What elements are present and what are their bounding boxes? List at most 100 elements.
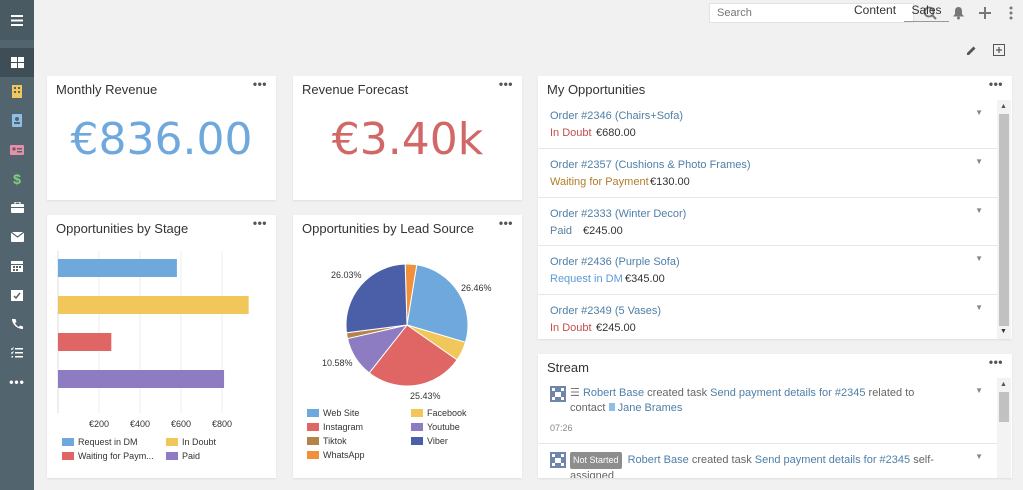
scrollbar-thumb[interactable] [999,114,1009,326]
bar-paid [58,370,225,388]
opportunities-icon[interactable]: $ [13,170,21,187]
opportunity-status: In Doubt [550,322,592,334]
panel-menu-icon[interactable]: ••• [252,216,267,230]
bar-waiting-for-payment [58,333,112,351]
more-icon[interactable]: ••• [9,374,25,389]
bar-request-in-dm [58,259,177,277]
pie-slice-web-site [406,264,469,343]
search-icon[interactable] [921,4,939,22]
panel-title: Opportunities by Stage [56,221,189,236]
list-item[interactable]: Order #2333 (Winter Decor) Paid €245.00 … [538,197,997,245]
chevron-down-icon[interactable]: ▼ [975,452,983,461]
opportunities-by-stage-panel: Opportunities by Stage ••• €200 €400 €600 €… [47,215,276,478]
scrollbar-thumb[interactable] [999,392,1009,422]
panel-menu-icon[interactable]: ••• [498,216,513,230]
panel-menu-icon[interactable]: ••• [252,77,267,91]
stream-item: Not Started Robert Base created task Sen… [538,443,997,478]
opportunity-amount: €130.00 [650,176,690,188]
data-label: 26.03% [331,270,362,280]
task-link[interactable]: Send payment details for #2345 [754,454,911,466]
legend-item: Request in DM [62,437,138,447]
chevron-down-icon[interactable]: ▼ [975,157,983,166]
tasks-icon[interactable] [0,280,34,309]
opportunity-status: Paid [550,225,573,237]
legend-item: Youtube [411,422,460,432]
scrollbar[interactable]: ▲ ▼ [997,100,1011,339]
list-item[interactable]: Order #2436 (Purple Sofa) Request in DM … [538,245,997,294]
tab-content[interactable]: Content [854,3,897,17]
contacts-icon[interactable] [0,106,34,135]
panel-title: My Opportunities [547,82,646,97]
avatar [550,386,566,402]
panel-menu-icon[interactable]: ••• [988,355,1003,369]
panel-title: Revenue Forecast [302,82,409,97]
scroll-down-icon[interactable]: ▼ [1000,328,1007,335]
bell-icon[interactable] [949,4,967,22]
tab-sales[interactable]: Sales [904,0,949,22]
chevron-down-icon[interactable]: ▼ [975,303,983,312]
accounts-icon[interactable] [0,77,34,106]
legend-item: Facebook [411,408,467,418]
x-tick-label: €200 [89,419,109,429]
calendar-icon[interactable] [0,251,34,280]
chevron-down-icon[interactable]: ▼ [975,206,983,215]
chevron-down-icon[interactable]: ▼ [975,254,983,263]
search-input[interactable] [709,3,914,23]
monthly-revenue-value: €836.00 [70,114,253,165]
opportunity-name[interactable]: Order #2436 (Purple Sofa) [550,256,680,268]
opportunity-name[interactable]: Order #2333 (Winter Decor) [550,208,687,220]
stream-item-text: ☰ Robert Base created task Send payment … [570,387,915,414]
pie-slice-viber [345,263,408,334]
menu-icon[interactable] [0,0,34,40]
contact-link[interactable]: Jane Brames [617,402,683,414]
user-link[interactable]: Robert Base [627,454,689,466]
list-icon[interactable] [0,338,34,367]
stream-item-text: Not Started Robert Base created task Sen… [570,452,934,478]
legend-item: Tiktok [307,436,347,446]
add-dashlet-icon[interactable] [990,41,1008,59]
scroll-up-icon[interactable]: ▲ [1000,103,1007,110]
status-badge: Not Started [570,452,622,469]
pie-slice-instagram [368,324,458,387]
panel-title: Stream [547,360,589,375]
x-tick-label: €800 [212,419,232,429]
list-item[interactable]: Order #2346 (Chairs+Sofa) In Doubt €680.… [538,100,997,148]
revenue-forecast-panel: Revenue Forecast ••• €3.40k [293,76,522,200]
legend-item: Paid [166,451,200,461]
calls-icon[interactable] [0,309,34,338]
opportunity-status: In Doubt [550,127,592,139]
scroll-up-icon[interactable]: ▲ [1000,381,1007,388]
dashboard-icon[interactable] [0,48,34,77]
chevron-down-icon[interactable]: ▼ [975,386,983,395]
opportunity-status: Request in DM [550,273,623,285]
x-tick-label: €400 [130,419,150,429]
scrollbar[interactable]: ▲ [997,378,1011,478]
legend-item: Instagram [307,422,363,432]
stream-panel: Stream ••• ☰ Robert Base created task Se… [538,354,1012,478]
list-item[interactable]: Order #2349 (5 Vases) In Doubt €245.00 ▼ [538,294,997,339]
list-item[interactable]: Order #2357 (Cushions & Photo Frames) Wa… [538,148,997,197]
chevron-down-icon[interactable]: ▼ [975,108,983,117]
opportunity-amount: €680.00 [596,127,636,139]
my-opportunities-panel: My Opportunities ••• Order #2346 (Chairs… [538,76,1012,339]
sidebar: $ ••• [0,0,34,490]
cases-icon[interactable] [0,193,34,222]
panel-title: Monthly Revenue [56,82,158,97]
task-link[interactable]: Send payment details for #2345 [710,387,866,399]
panel-menu-icon[interactable]: ••• [498,77,513,91]
panel-menu-icon[interactable]: ••• [988,77,1003,91]
legend-item: Viber [411,436,448,446]
more-vertical-icon[interactable] [1002,4,1020,22]
data-label: 26.46% [461,283,492,293]
leads-icon[interactable] [0,135,34,164]
legend-item: WhatsApp [307,450,365,460]
task-icon: ☰ [570,387,580,399]
edit-icon[interactable] [962,41,980,59]
email-icon[interactable] [0,222,34,251]
user-link[interactable]: Robert Base [582,387,645,399]
plus-icon[interactable] [976,4,994,22]
opportunity-name[interactable]: Order #2349 (5 Vases) [550,305,662,317]
legend-item: Waiting for Paym... [62,451,154,461]
opportunity-name[interactable]: Order #2346 (Chairs+Sofa) [550,110,683,122]
opportunity-name[interactable]: Order #2357 (Cushions & Photo Frames) [550,159,751,171]
